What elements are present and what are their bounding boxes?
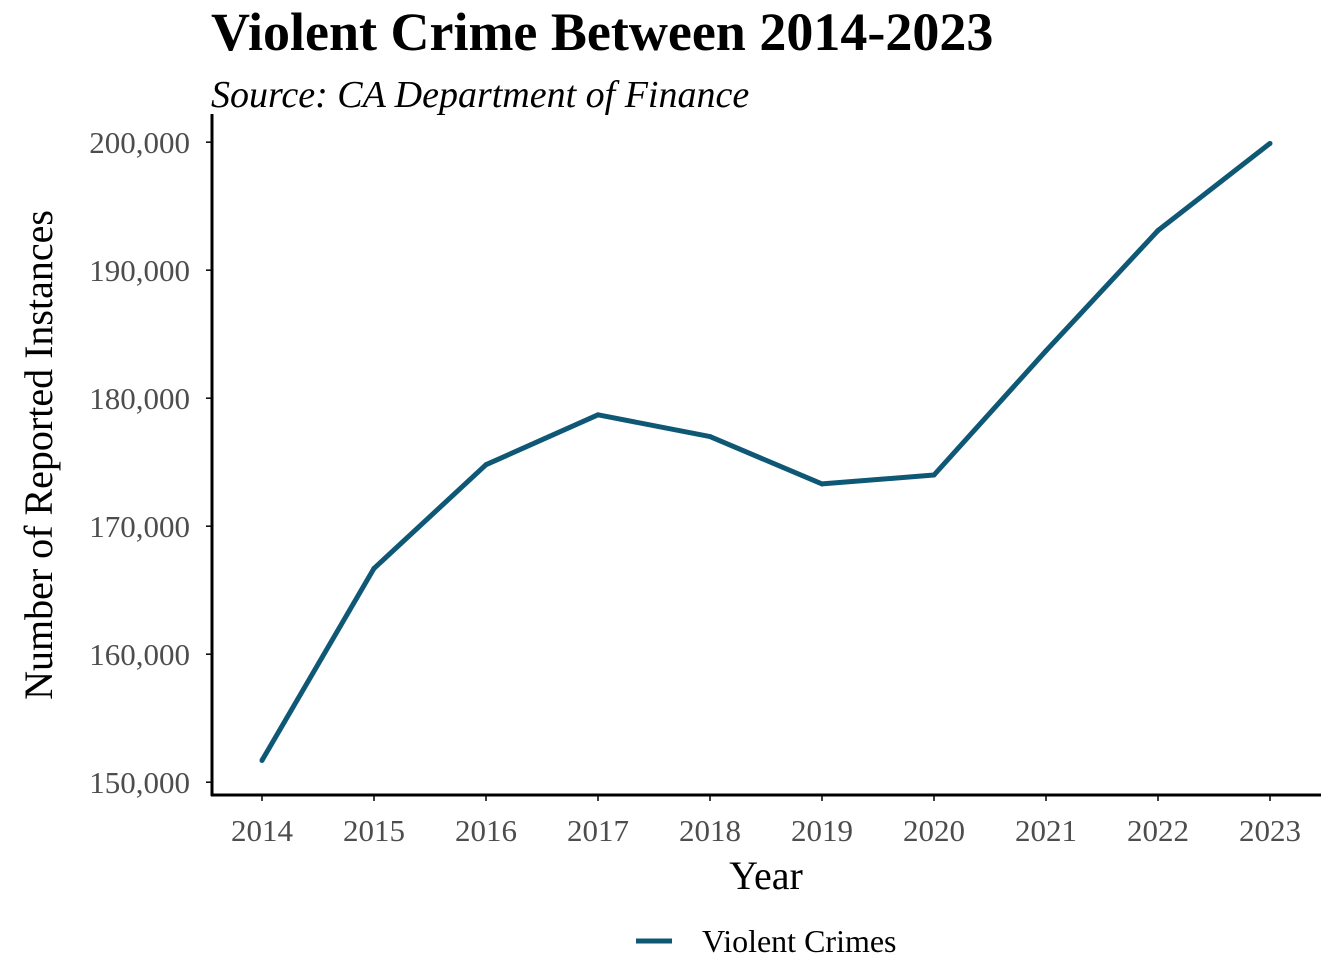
data-point bbox=[1043, 348, 1049, 354]
data-point bbox=[707, 434, 713, 440]
y-axis-title: Number of Reported Instances bbox=[16, 210, 61, 700]
chart-title: Violent Crime Between 2014-2023 bbox=[211, 2, 993, 62]
data-point bbox=[819, 481, 825, 487]
data-point bbox=[931, 472, 937, 478]
x-tick-label: 2019 bbox=[791, 813, 853, 848]
data-point bbox=[371, 565, 377, 571]
series-layer bbox=[259, 140, 1273, 763]
series-line-violent-crimes bbox=[259, 141, 1272, 762]
x-tick-label: 2022 bbox=[1127, 813, 1189, 848]
data-point bbox=[483, 462, 489, 468]
y-tick-label: 200,000 bbox=[89, 125, 190, 160]
x-tick-label: 2023 bbox=[1239, 813, 1301, 848]
data-point bbox=[259, 757, 265, 763]
x-tick-label: 2018 bbox=[679, 813, 741, 848]
y-axis-ticks: 150,000 160,000 170,000 180,000 190,000 200,0… bbox=[89, 125, 212, 800]
x-tick-label: 2014 bbox=[231, 813, 294, 848]
y-tick-label: 170,000 bbox=[89, 509, 190, 544]
legend: Violent Crimes bbox=[636, 923, 897, 959]
x-tick-label: 2015 bbox=[343, 813, 405, 848]
y-tick-label: 180,000 bbox=[89, 381, 190, 416]
y-tick-label: 190,000 bbox=[89, 253, 190, 288]
legend-label-violent-crimes: Violent Crimes bbox=[702, 923, 897, 959]
x-axis-ticks: 2014 2015 2016 2017 2018 2019 2020 2021 2022 2023 bbox=[231, 795, 1301, 848]
x-tick-label: 2016 bbox=[455, 813, 517, 848]
data-point bbox=[1267, 140, 1273, 146]
y-tick-label: 150,000 bbox=[89, 765, 190, 800]
data-point bbox=[595, 412, 601, 418]
data-point bbox=[1155, 227, 1161, 233]
chart-subtitle: Source: CA Department of Finance bbox=[211, 74, 749, 116]
x-tick-label: 2017 bbox=[567, 813, 629, 848]
x-axis-title: Year bbox=[729, 853, 803, 898]
y-tick-label: 160,000 bbox=[89, 637, 190, 672]
x-tick-label: 2020 bbox=[903, 813, 965, 848]
x-tick-label: 2021 bbox=[1015, 813, 1077, 848]
